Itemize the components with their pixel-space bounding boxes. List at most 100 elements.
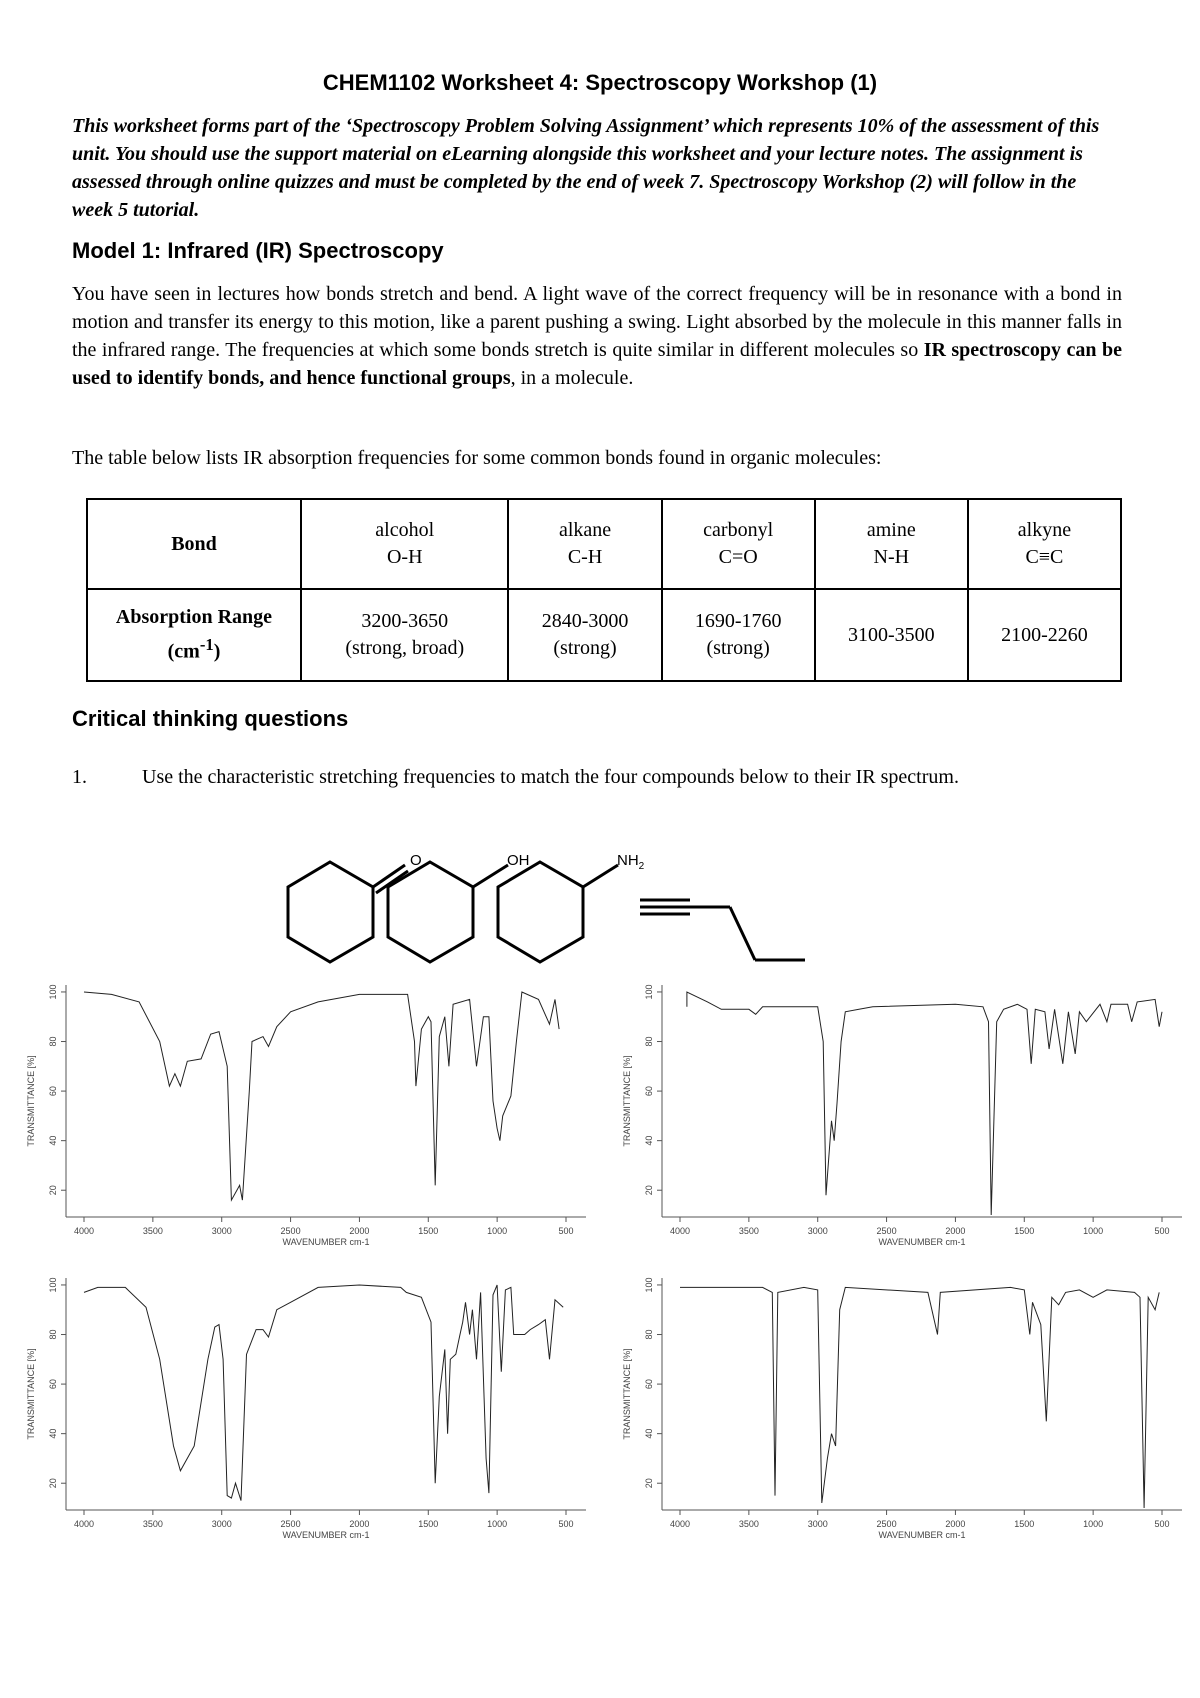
y-tick-label: 60 [48, 1086, 58, 1096]
y-tick-label: 100 [644, 1277, 654, 1292]
table-cell: carbonyl C=O [660, 498, 816, 590]
question-text: Use the characteristic stretching freque… [142, 766, 959, 788]
y-axis-label: TRANSMITTANCE [%] [622, 1055, 632, 1146]
x-axis-label: WAVENUMBER cm-1 [878, 1237, 965, 1247]
x-tick-label: 500 [558, 1226, 573, 1236]
x-tick-label: 2000 [945, 1226, 965, 1236]
y-tick-label: 20 [48, 1185, 58, 1195]
x-tick-label: 3500 [143, 1519, 163, 1529]
x-tick-label: 500 [1154, 1519, 1169, 1529]
ir-spectrum-3: 4000 3500 3000 2500 2000 1500 1000 500 20 40 60 80 1… [26, 1277, 586, 1540]
y-axis-label: TRANSMITTANCE [%] [26, 1055, 36, 1146]
x-tick-label: 2000 [349, 1519, 369, 1529]
table-cell: 1690-1760 (strong) [660, 588, 816, 682]
x-tick-label: 1000 [487, 1519, 507, 1529]
cyclohexylamine-structure [496, 860, 619, 964]
x-tick-label: 500 [558, 1519, 573, 1529]
cyclohexanol-structure [386, 860, 509, 964]
x-tick-label: 1500 [1014, 1226, 1034, 1236]
table-cell: 2840-3000 (strong) [507, 588, 663, 682]
x-tick-label: 2500 [281, 1519, 301, 1529]
y-tick-label: 80 [644, 1037, 654, 1047]
table-row-range: Absorption Range (cm-1) 3200-3650 (strong,… [86, 588, 1123, 682]
y-tick-label: 40 [644, 1136, 654, 1146]
x-tick-label: 1000 [487, 1226, 507, 1236]
x-tick-label: 1000 [1083, 1519, 1103, 1529]
x-tick-label: 3500 [739, 1226, 759, 1236]
y-axis-label: TRANSMITTANCE [%] [26, 1348, 36, 1439]
x-tick-label: 3000 [808, 1226, 828, 1236]
y-axis-label: TRANSMITTANCE [%] [622, 1348, 632, 1439]
y-tick-label: 80 [644, 1330, 654, 1340]
model-paragraph: You have seen in lectures how bonds stre… [72, 280, 1122, 392]
table-cell: amine N-H [813, 498, 969, 590]
x-tick-label: 2500 [281, 1226, 301, 1236]
spectrum-trace [83, 1284, 564, 1501]
x-tick-label: 1000 [1083, 1226, 1103, 1236]
y-tick-label: 80 [48, 1330, 58, 1340]
x-tick-label: 4000 [670, 1226, 690, 1236]
y-tick-label: 20 [644, 1478, 654, 1488]
table-cell: alkane C-H [507, 498, 663, 590]
table-intro: The table below lists IR absorption freq… [72, 447, 882, 469]
table-cell: alcohol O-H [299, 498, 510, 590]
ir-spectrum-4: 4000 3500 3000 2500 2000 1500 1000 500 20 40 60 80 1… [622, 1277, 1182, 1540]
x-tick-label: 4000 [74, 1226, 94, 1236]
table-cell: 2100-2260 [966, 588, 1123, 682]
x-tick-label: 2000 [945, 1519, 965, 1529]
intro-paragraph: This worksheet forms part of the ‘Spectr… [72, 115, 1100, 221]
critical-heading: Critical thinking questions [72, 706, 349, 731]
x-tick-label: 3000 [212, 1226, 232, 1236]
oxygen-label: O [410, 852, 422, 869]
x-axis-label: WAVENUMBER cm-1 [282, 1530, 369, 1540]
hydroxyl-label: OH [507, 852, 530, 869]
spectrum-trace [83, 991, 560, 1202]
x-tick-label: 1500 [418, 1519, 438, 1529]
page-title: CHEM1102 Worksheet 4: Spectroscopy Works… [322, 70, 878, 95]
amine-label: NH2 [617, 852, 645, 872]
table-cell: alkyne C≡C [966, 498, 1123, 590]
table-cell: 3100-3500 [813, 588, 969, 682]
y-tick-label: 100 [48, 984, 58, 999]
x-tick-label: 3000 [808, 1519, 828, 1529]
ir-spectrum-2: 4000 3500 3000 2500 2000 1500 1000 500 20 40 60 80 1… [622, 984, 1182, 1247]
y-tick-label: 80 [48, 1037, 58, 1047]
spectrum-trace [686, 991, 1163, 1216]
question-number: 1. [72, 766, 87, 788]
model-heading: Model 1: Infrared (IR) Spectroscopy [72, 238, 444, 263]
para-text: You have seen in lectures how bonds stre… [72, 283, 1122, 361]
x-tick-label: 2000 [349, 1226, 369, 1236]
x-tick-label: 1500 [418, 1226, 438, 1236]
pentyne-structure [640, 898, 805, 962]
x-axis-label: WAVENUMBER cm-1 [878, 1530, 965, 1540]
y-tick-label: 20 [644, 1185, 654, 1195]
para-text-end: , in a molecule. [510, 367, 634, 389]
spectrum-trace [680, 1286, 1160, 1509]
y-tick-label: 40 [48, 1136, 58, 1146]
ir-frequency-table: Bond alcohol O-H alkane C-H carbonyl C=O am… [86, 498, 1123, 682]
x-axis-label: WAVENUMBER cm-1 [282, 1237, 369, 1247]
y-tick-label: 40 [48, 1429, 58, 1439]
x-tick-label: 1500 [1014, 1519, 1034, 1529]
table-row-bond: Bond alcohol O-H alkane C-H carbonyl C=O am… [86, 498, 1123, 590]
molecule-structures: O OH NH2 [286, 852, 805, 964]
x-tick-label: 3000 [212, 1519, 232, 1529]
x-tick-label: 3500 [739, 1519, 759, 1529]
range-header: Absorption Range (cm-1) [86, 588, 302, 682]
x-tick-label: 2500 [877, 1519, 897, 1529]
y-tick-label: 100 [644, 984, 654, 999]
y-tick-label: 100 [48, 1277, 58, 1292]
y-tick-label: 60 [644, 1379, 654, 1389]
bond-header: Bond [86, 498, 302, 590]
x-tick-label: 4000 [74, 1519, 94, 1529]
y-tick-label: 20 [48, 1478, 58, 1488]
para-bold-text: IR spectroscopy can be used to identify … [72, 339, 1122, 389]
y-tick-label: 60 [644, 1086, 654, 1096]
x-tick-label: 2500 [877, 1226, 897, 1236]
y-tick-label: 60 [48, 1379, 58, 1389]
table-cell: 3200-3650 (strong, broad) [299, 588, 510, 682]
x-tick-label: 4000 [670, 1519, 690, 1529]
y-tick-label: 40 [644, 1429, 654, 1439]
ir-spectrum-1: 4000 3500 3000 2500 2000 1500 1000 500 20 40 60 80 1… [26, 984, 586, 1247]
